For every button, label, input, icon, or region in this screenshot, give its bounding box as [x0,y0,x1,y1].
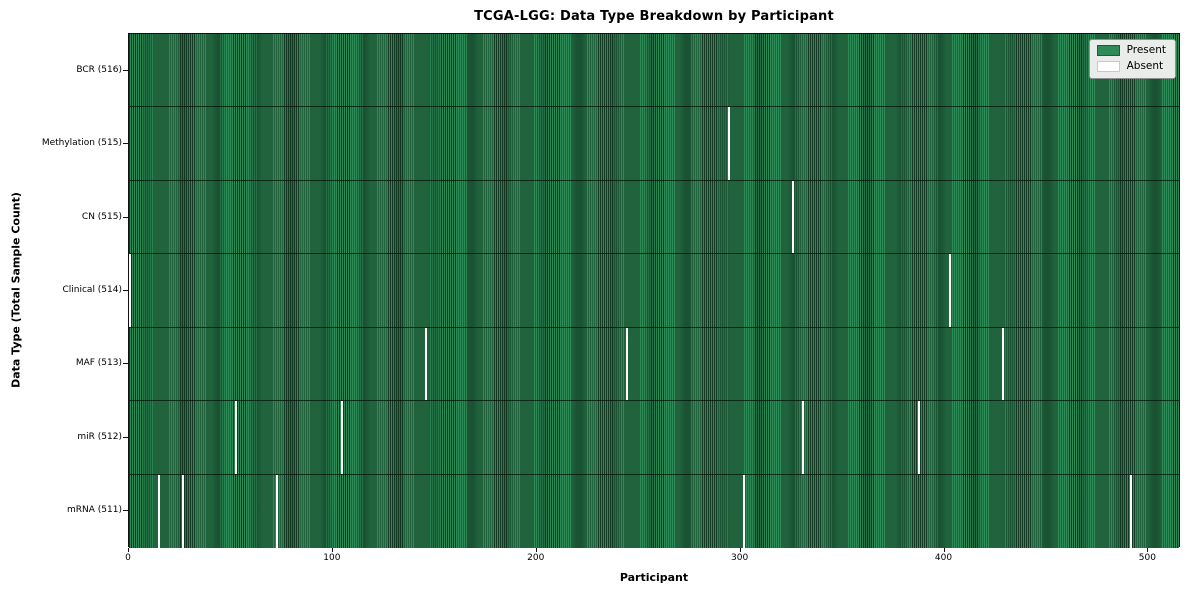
absent-mark-mrna-301 [742,474,745,548]
absent-mark-maf-145 [424,327,427,401]
y-tick-label-bcr: BCR (516) [76,64,122,75]
y-tick-mark [123,363,128,364]
plot-area: Present Absent [128,33,1180,548]
absent-mark-cn-325 [791,180,794,254]
absent-mark-mrna-72 [275,474,278,548]
x-tick-mark [739,548,741,552]
absent-mark-mir-330 [801,401,804,474]
x-tick-mark [331,548,333,552]
x-tick-label-0: 0 [125,553,131,563]
y-tick-mark [123,510,128,511]
y-tick-mark [123,217,128,218]
y-tick-mark [123,290,128,291]
x-tick-mark [535,548,537,552]
x-axis-label: Participant [619,571,689,584]
legend-label-present: Present [1126,44,1166,56]
x-tick-label-400: 400 [934,553,953,563]
legend-item-absent: Absent [1096,60,1166,72]
heatmap-row-methylation [129,107,1179,181]
present-swatch-icon [1096,45,1120,56]
y-tick-label-maf: MAF (513) [75,358,122,369]
absent-mark-maf-428 [1001,327,1004,401]
absent-mark-mrna-491 [1130,474,1133,548]
heatmap-row-mrna [129,474,1179,548]
x-tick-label-100: 100 [323,553,341,563]
x-tick-label-200: 200 [527,553,545,563]
absent-mark-mrna-26 [182,474,184,548]
y-tick-label-mrna: mRNA (511) [67,505,122,516]
absent-swatch-icon [1096,61,1120,72]
heatmap-row-bcr [129,34,1179,108]
legend: Present Absent [1088,39,1176,79]
y-tick-label-cn: CN (515) [81,211,122,222]
absent-mark-mir-104 [341,401,344,474]
x-tick-mark [1147,548,1149,552]
x-tick-mark [128,548,129,552]
x-tick-mark [943,548,945,552]
chart-title: TCGA-LGG: Data Type Breakdown by Partici… [474,9,834,24]
heatmap-row-clinical [129,254,1179,328]
heatmap-row-cn [129,180,1179,255]
x-tick-label-500: 500 [1138,553,1156,563]
absent-mark-maf-244 [626,327,629,401]
absent-mark-methylation-294 [728,107,731,180]
absent-mark-mir-52 [235,401,238,474]
absent-mark-clinical-402 [948,254,951,327]
y-tick-label-mir: miR (512) [77,431,122,442]
absent-mark-mrna-14 [157,474,160,548]
y-tick-mark [123,437,128,438]
y-tick-mark [123,143,128,144]
heatmap-row-mir [129,401,1179,475]
x-tick-label-300: 300 [731,553,749,563]
y-tick-mark [123,70,128,71]
absent-mark-clinical-0 [129,254,131,327]
y-tick-label-clinical: Clinical (514) [62,285,122,295]
y-tick-label-methylation: Methylation (515) [41,138,122,149]
legend-label-absent: Absent [1126,60,1164,72]
legend-item-present: Present [1096,44,1166,56]
absent-mark-mir-387 [918,401,920,474]
heatmap-row-maf [129,327,1179,402]
